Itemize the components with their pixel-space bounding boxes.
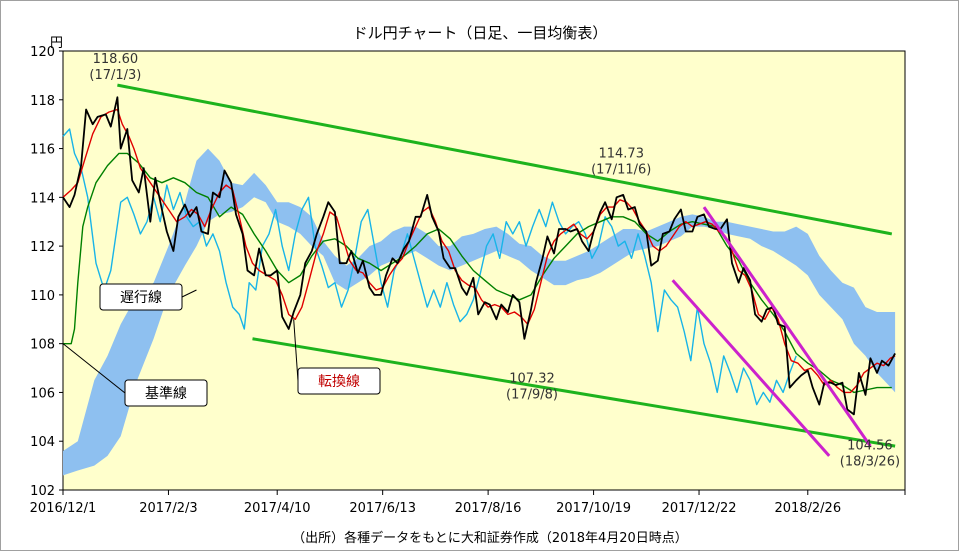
callout-label: 遅行線: [120, 290, 162, 306]
annotation-value: 104.56: [847, 439, 893, 454]
callout-leader: [293, 319, 299, 382]
series-line-1: [62, 128, 797, 406]
x-tick-label: 2017/12/22: [662, 501, 737, 516]
callout-leader: [62, 343, 126, 394]
y-tick-label: 120: [30, 45, 55, 60]
x-tick-label: 2017/10/19: [556, 501, 631, 516]
y-tick-label: 104: [30, 435, 55, 450]
annotation-date: (17/9/8): [506, 387, 558, 402]
series-line-3: [62, 108, 896, 394]
series-line-2: [63, 152, 892, 394]
y-tick-label: 102: [30, 484, 55, 499]
y-tick-label: 118: [30, 94, 55, 109]
callout-label: 転換線: [318, 374, 360, 390]
x-tick-label: 2017/6/13: [349, 501, 416, 516]
x-tick-label: 2017/2/3: [139, 501, 197, 516]
cloud-band: [63, 148, 896, 476]
x-tick-label: 2017/8/16: [455, 501, 522, 516]
y-tick-label: 116: [30, 143, 55, 158]
trend-line-4: [671, 279, 831, 457]
plot-area: [62, 50, 906, 491]
chart-title: ドル円チャート（日足、一目均衡表）: [353, 24, 608, 42]
y-tick-label: 110: [30, 289, 55, 304]
trend-line-1: [117, 83, 893, 236]
callout-box: [124, 379, 208, 407]
series-line-4: [62, 96, 896, 416]
y-tick-label: 114: [30, 191, 55, 206]
y-tick-label: 108: [30, 338, 55, 353]
trend-line-3: [702, 206, 872, 447]
callout-label: 基準線: [145, 385, 187, 402]
annotation-value: 107.32: [509, 371, 555, 386]
source-note: （出所）各種データをもとに大和証券作成（2018年4月20日時点）: [292, 530, 688, 546]
callout-leader: [181, 289, 197, 298]
x-tick-label: 2016/12/1: [30, 501, 97, 516]
y-tick-label: 106: [30, 386, 55, 401]
callout-box: [297, 367, 381, 395]
x-tick-label: 2017/4/10: [244, 501, 311, 516]
y-tick-label: 112: [30, 240, 55, 255]
annotation-value: 118.60: [93, 52, 139, 67]
x-tick-label: 2018/2/26: [774, 501, 841, 516]
annotation-date: (18/3/26): [840, 455, 900, 470]
trend-line-2: [252, 337, 896, 448]
annotation-value: 114.73: [598, 147, 644, 162]
y-axis-unit: 円: [50, 36, 63, 51]
annotation-date: (17/1/3): [89, 68, 141, 83]
callout-box: [99, 283, 183, 311]
annotation-date: (17/11/6): [591, 163, 651, 178]
